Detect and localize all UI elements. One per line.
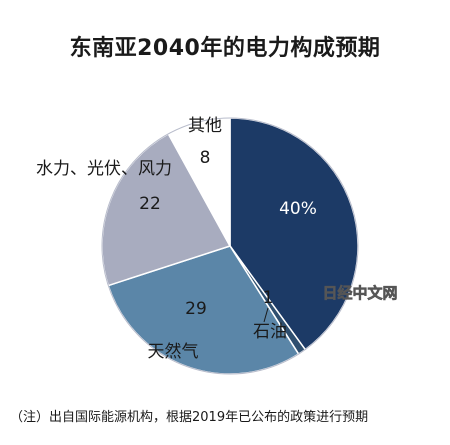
slice-value-label-4: 8 — [200, 148, 211, 168]
watermark: 日经中文网 — [322, 284, 397, 302]
slice-leader-line-1 — [263, 307, 269, 323]
slice-name-label-4: 其他 — [188, 116, 222, 136]
slice-name-label-1: 石油 — [253, 322, 287, 342]
slice-value-label-1: 1 — [263, 288, 274, 308]
slice-name-label-3: 水力、光伏、风力 — [36, 159, 172, 179]
slice-value-label-2: 29 — [185, 299, 207, 319]
chart-title: 东南亚2040年的电力构成预期 — [69, 36, 381, 61]
footnote: （注）出自国际能源机构，根据2019年已公布的政策进行预期 — [10, 410, 369, 425]
slice-value-label-3: 22 — [139, 194, 161, 214]
slice-value-label-0: 40% — [279, 199, 317, 219]
pie-outline — [101, 117, 359, 375]
slice-name-label-2: 天然气 — [148, 342, 199, 362]
